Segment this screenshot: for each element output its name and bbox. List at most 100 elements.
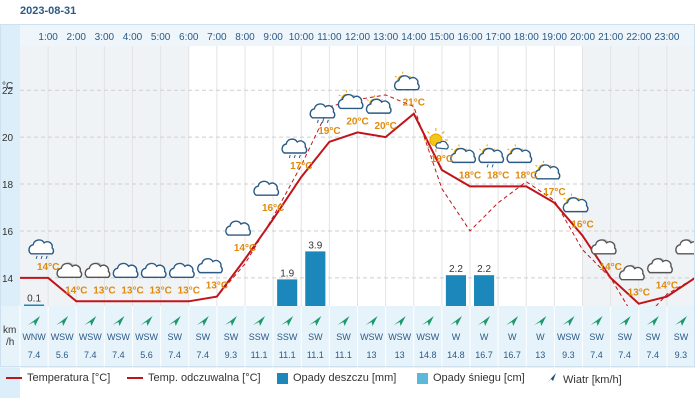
hour-column [498,46,527,306]
cloud-icon [168,262,195,279]
wind-arrow-icon [140,316,153,326]
wind-arrow-icon [281,316,294,326]
wind-speed: 7.4 [197,350,210,360]
temperature-label: 13°C [121,285,143,296]
sun-icon [423,127,449,152]
temperature-label: 20°C [374,121,396,132]
wind-band [0,306,695,368]
wind-direction: SW [617,332,632,342]
temperature-label: 21°C [403,98,425,109]
hour-column [76,46,105,306]
wind-arrow-icon [449,316,462,326]
cloud-icon [253,180,280,196]
wind-speed: 11.1 [251,350,268,360]
hour-label: 9:00 [263,32,283,43]
rain-label: 0.1 [27,294,41,305]
cloud-icon [197,258,223,274]
wind-speed: 7.4 [28,350,41,360]
wind-unit-label: /h [6,337,14,348]
hour-label: 2:00 [67,32,87,43]
legend-temperature: Temperatura [°C] [6,372,110,384]
wind-direction: SW [336,332,351,342]
temperature-label: 19°C [431,154,453,165]
hour-label: 4:00 [123,32,143,43]
hour-header-band [0,24,695,46]
sun-cloud-icon [365,95,392,114]
wind-direction: SW [646,332,661,342]
wind-unit-label: km [3,325,16,336]
legend-feels-like-swatch [127,377,143,379]
wind-arrow-icon [546,372,558,387]
wind-direction: WSW [557,332,580,342]
wind-arrow-icon [224,316,237,326]
temperature-line [20,112,695,305]
legend-temperature-swatch [6,377,22,379]
wind-speed: 13 [395,350,405,360]
wind-direction: W [536,332,545,342]
legend-feels-like: Temp. odczuwalna [°C] [127,372,261,384]
wind-speed: 7.4 [168,350,181,360]
hour-label: 20:00 [570,32,595,43]
cloud-icon [225,220,251,236]
wind-direction: SW [167,332,182,342]
moon-cloud-icon [56,262,83,279]
hour-column [329,46,358,306]
y-tick-label: 16 [2,227,14,238]
wind-arrow-icon [534,316,547,326]
rain-label: 1.9 [280,268,294,279]
wind-arrow-icon [393,316,406,326]
hour-label: 10:00 [289,32,314,43]
hour-label: 17:00 [486,32,511,43]
hour-column [20,46,49,306]
wind-arrow-icon [84,316,97,326]
sun-cloud-icon [506,144,533,164]
rain-bar [24,304,45,306]
hour-label: 15:00 [429,32,454,43]
wind-arrow-icon [337,316,350,326]
wind-arrow-icon [196,316,209,326]
hour-label: 16:00 [457,32,482,43]
y-tick-label: 20 [2,133,14,144]
wind-direction: WSW [79,332,102,342]
y-tick-label: 14 [2,274,14,285]
wind-direction: WNW [22,332,46,342]
hour-column [357,46,386,306]
moon-cloud-icon [590,238,617,255]
hour-label: 23:00 [654,32,679,43]
temperature-label: 20°C [346,116,368,127]
hour-column [273,46,302,306]
wind-speed: 7.4 [618,350,631,360]
hour-label: 3:00 [95,32,115,43]
hour-column [132,46,161,306]
temperature-label: 13°C [628,288,650,299]
hour-label: 11:00 [317,32,342,43]
y-axis-band [0,24,20,398]
temperature-label: 16°C [571,220,593,231]
wind-speed: 14.8 [447,350,465,360]
legend-temperature-label: Temperatura [°C] [27,372,111,384]
temperature-label: 19°C [318,126,340,137]
wind-direction: SW [308,332,323,342]
hour-label: 6:00 [179,32,199,43]
rain-cloud-icon [281,138,308,159]
wind-direction: WSW [51,332,74,342]
sun-cloud-icon [562,193,589,213]
hour-label: 22:00 [626,32,651,43]
sun-rain-cloud-icon [478,144,505,168]
wind-speed: 7.4 [590,350,603,360]
hour-column [245,46,274,306]
wind-speed: 9.3 [225,350,238,360]
temperature-label: 14°C [65,285,87,296]
rain-bar [305,251,326,306]
hour-label: 19:00 [542,32,567,43]
wind-direction: SSW [277,332,298,342]
temperature-label: 14°C [599,262,621,273]
wind-direction: SW [196,332,211,342]
wind-direction: SW [224,332,239,342]
rain-label: 2.2 [477,264,491,275]
wind-direction: WSW [135,332,158,342]
rain-bar [277,279,298,306]
hour-label: 12:00 [345,32,370,43]
moon-cloud-icon [647,257,673,274]
